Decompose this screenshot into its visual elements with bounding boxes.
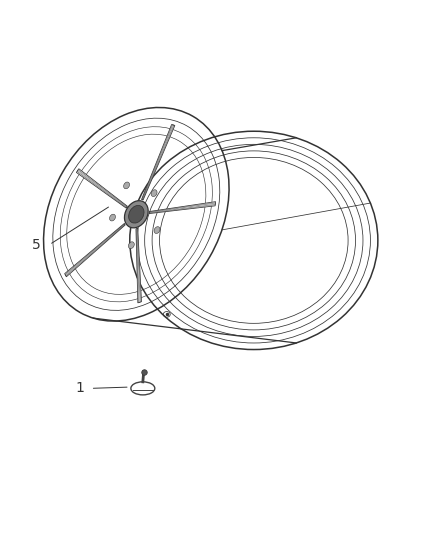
Ellipse shape <box>154 227 160 233</box>
Text: 5: 5 <box>32 238 41 252</box>
Polygon shape <box>141 124 175 200</box>
Ellipse shape <box>128 242 134 248</box>
Text: 1: 1 <box>75 382 84 395</box>
Polygon shape <box>149 201 215 214</box>
Ellipse shape <box>110 214 116 221</box>
Ellipse shape <box>124 201 148 228</box>
Polygon shape <box>65 223 125 277</box>
Ellipse shape <box>124 182 130 189</box>
Ellipse shape <box>151 190 157 197</box>
Ellipse shape <box>129 205 144 223</box>
Polygon shape <box>136 228 141 303</box>
Polygon shape <box>76 169 127 208</box>
